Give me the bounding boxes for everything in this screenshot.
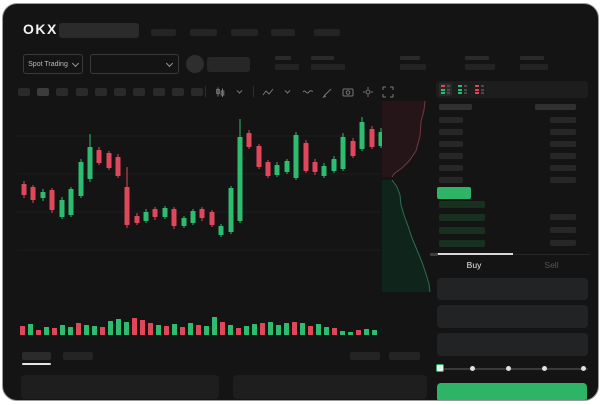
slider-step-dot[interactable]: [470, 366, 475, 371]
depth-mid-marker: [430, 253, 438, 256]
book-asks-icon[interactable]: [473, 83, 486, 96]
timeframe-button[interactable]: [191, 88, 203, 96]
divider: [205, 86, 206, 97]
stat-label-placeholder: [311, 56, 334, 60]
tab-divider: [513, 254, 590, 255]
slider-step-dot[interactable]: [542, 366, 547, 371]
book-bids-icon[interactable]: [456, 83, 469, 96]
pair-name-placeholder[interactable]: [207, 57, 250, 72]
chart-bottom-tab-right[interactable]: [389, 352, 420, 360]
timeframe-button[interactable]: [133, 88, 145, 96]
stat-value-placeholder: [400, 64, 426, 70]
nav-item-placeholder[interactable]: [271, 29, 295, 36]
orderbook-bid-price[interactable]: [439, 201, 485, 208]
chart-bottom-tab-right[interactable]: [350, 352, 380, 360]
buy-submit-button[interactable]: [437, 383, 587, 400]
pair-coin-icon[interactable]: [186, 55, 204, 73]
orderbook-bid-price[interactable]: [439, 240, 485, 247]
nav-item-placeholder[interactable]: [231, 29, 258, 36]
orderbook-ask-amount[interactable]: [550, 141, 576, 147]
tab-sell[interactable]: Sell: [544, 260, 559, 270]
orderbook-ask-amount[interactable]: [550, 129, 576, 135]
orderbook-ask-price[interactable]: [439, 129, 463, 135]
divider: [253, 86, 254, 97]
amount-slider-handle[interactable]: [436, 364, 444, 372]
market-type-selector[interactable]: Spot Trading: [23, 54, 83, 74]
price-chart-canvas[interactable]: [3, 4, 599, 401]
indicators-icon[interactable]: [261, 85, 274, 98]
chevron-down-icon[interactable]: [281, 85, 294, 98]
stat-label-placeholder: [465, 56, 489, 60]
pair-selector[interactable]: [90, 54, 179, 74]
price-input[interactable]: [437, 278, 588, 300]
total-input[interactable]: [437, 333, 588, 356]
stat-value-placeholder: [275, 64, 299, 70]
slider-step-dot[interactable]: [506, 366, 511, 371]
app-window: OKX Spot Trading: [2, 3, 599, 401]
book-default-icon[interactable]: [439, 83, 452, 96]
chevron-down-icon: [71, 59, 79, 67]
chart-bottom-tab-active[interactable]: [22, 352, 51, 360]
stat-label-placeholder: [275, 56, 291, 60]
active-tab-indicator: [435, 253, 513, 255]
candle-type-icon[interactable]: [213, 85, 226, 98]
orderbook-ask-price[interactable]: [439, 177, 463, 183]
orderbook-ask-price[interactable]: [439, 165, 463, 171]
timeframe-button[interactable]: [76, 88, 88, 96]
orderbook-bid-amount[interactable]: [550, 214, 576, 220]
okx-logo: OKX: [23, 21, 58, 37]
chart-toolbar-icons: [205, 84, 394, 99]
orderbook-view-icons: [439, 83, 486, 96]
chart-bottom-tab[interactable]: [63, 352, 93, 360]
orderbook-column-header: [439, 104, 472, 110]
nav-item-placeholder[interactable]: [314, 29, 340, 36]
stat-label-placeholder: [520, 56, 544, 60]
stat-value-placeholder: [520, 64, 548, 70]
orderbook-bid-price[interactable]: [439, 214, 485, 221]
stat-label-placeholder: [400, 56, 420, 60]
timeframe-button[interactable]: [172, 88, 184, 96]
orderbook-ask-amount[interactable]: [550, 153, 576, 159]
market-type-label: Spot Trading: [28, 60, 68, 68]
chevron-down-icon[interactable]: [233, 85, 246, 98]
tab-buy[interactable]: Buy: [466, 260, 482, 270]
orderbook-ask-amount[interactable]: [550, 165, 576, 171]
orderbook-last-price[interactable]: [437, 187, 471, 199]
orderbook-ask-amount[interactable]: [550, 177, 576, 183]
active-tab-underline: [22, 363, 51, 365]
line-style-icon[interactable]: [301, 85, 314, 98]
camera-icon[interactable]: [341, 85, 354, 98]
timeframe-button[interactable]: [114, 88, 126, 96]
fullscreen-icon[interactable]: [381, 85, 394, 98]
draw-icon[interactable]: [321, 85, 334, 98]
orderbook-toolbar: [436, 81, 588, 98]
orderbook-bid-amount[interactable]: [550, 227, 576, 233]
orderbook-bid-price[interactable]: [439, 227, 485, 234]
stat-value-placeholder: [465, 64, 495, 70]
slider-step-dot[interactable]: [581, 366, 586, 371]
bottom-panel[interactable]: [21, 375, 219, 399]
orderbook-ask-price[interactable]: [439, 153, 463, 159]
amount-slider-track[interactable]: [440, 368, 588, 370]
nav-item-placeholder[interactable]: [151, 29, 176, 36]
timeframe-button[interactable]: [18, 88, 30, 96]
settings-icon[interactable]: [361, 85, 374, 98]
orderbook-column-header: [535, 104, 576, 110]
orderbook-ask-amount[interactable]: [550, 117, 576, 123]
nav-item-placeholder[interactable]: [190, 29, 217, 36]
orderbook-ask-price[interactable]: [439, 117, 463, 123]
orderbook-ask-price[interactable]: [439, 141, 463, 147]
amount-input[interactable]: [437, 305, 588, 328]
stat-value-placeholder: [311, 64, 345, 70]
chevron-down-icon: [165, 59, 174, 67]
orderbook-bid-amount[interactable]: [550, 240, 576, 246]
timeframe-button[interactable]: [95, 88, 107, 96]
timeframe-button[interactable]: [153, 88, 165, 96]
timeframe-button[interactable]: [56, 88, 68, 96]
search-input[interactable]: [59, 23, 139, 38]
bottom-panel[interactable]: [233, 375, 427, 399]
timeframe-button[interactable]: [37, 88, 49, 96]
